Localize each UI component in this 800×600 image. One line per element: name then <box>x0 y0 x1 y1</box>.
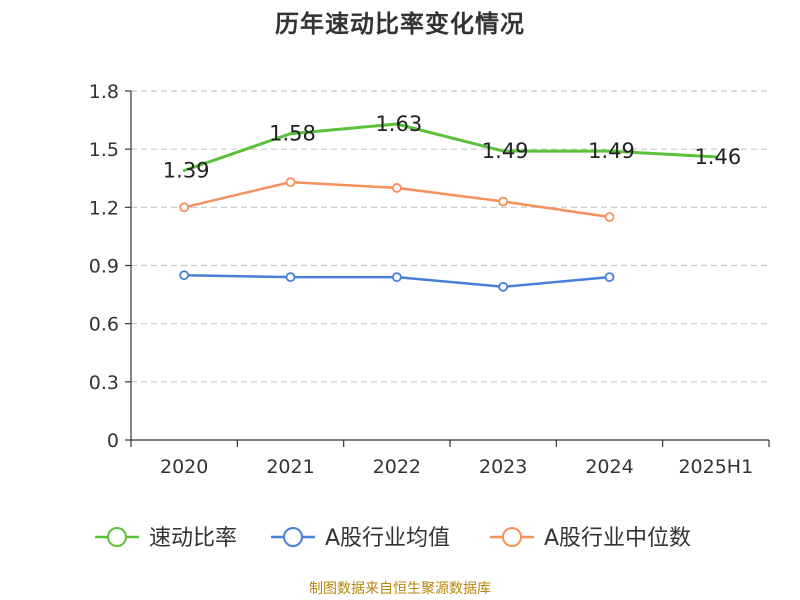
y-tick-label: 0 <box>107 430 119 452</box>
data-label: 1.39 <box>163 158 210 182</box>
data-label: 1.63 <box>375 112 422 136</box>
y-tick-label: 1.2 <box>89 197 119 219</box>
legend-item: A股行业均值 <box>271 526 450 551</box>
axes: 0 0.3 0.6 0.9 1.2 1.5 1.8 2020 2021 2022 2023 2024 2… <box>89 81 770 478</box>
series-point <box>498 281 509 292</box>
y-tick-label: 1.5 <box>89 139 119 161</box>
legend-marker <box>502 527 522 547</box>
series-point <box>285 272 296 283</box>
data-label: 1.49 <box>482 139 529 163</box>
y-tick-label: 1.8 <box>89 81 119 103</box>
series-point <box>391 183 402 193</box>
x-tick-label: 2023 <box>479 456 527 478</box>
legend-label: A股行业中位数 <box>544 526 691 551</box>
legend-item: 速动比率 <box>95 526 237 551</box>
chart-title: 历年速动比率变化情况 <box>275 10 525 38</box>
series-point <box>285 177 296 188</box>
source-note: 制图数据来自恒生聚源数据库 <box>309 581 491 597</box>
x-tick-label: 2022 <box>373 456 421 478</box>
legend-item: A股行业中位数 <box>490 526 691 551</box>
legend-marker <box>107 527 127 547</box>
series-point <box>604 212 615 222</box>
legend-label: 速动比率 <box>149 526 237 551</box>
series-line-0 <box>182 122 718 172</box>
legend-marker <box>283 527 303 547</box>
x-tick-label: 2024 <box>585 456 633 478</box>
x-tick-label: 2025H1 <box>678 456 753 478</box>
y-tick-label: 0.6 <box>89 314 119 336</box>
series-lines <box>179 122 718 292</box>
data-label: 1.49 <box>588 139 635 163</box>
series-point <box>604 272 615 283</box>
data-labels: 1.39 1.58 1.63 1.49 1.49 1.46 <box>163 112 741 183</box>
legend-label: A股行业均值 <box>325 526 450 551</box>
y-tick-label: 0.9 <box>89 256 119 278</box>
legend: 速动比率 A股行业均值 A股行业中位数 <box>95 526 691 551</box>
series-point <box>179 202 190 213</box>
y-tick-label: 0.3 <box>89 372 119 394</box>
grid-lines <box>131 90 769 383</box>
series-point <box>498 196 509 207</box>
x-tick-label: 2021 <box>266 456 314 478</box>
data-label: 1.46 <box>694 145 741 169</box>
series-point <box>179 270 190 281</box>
x-tick-label: 2020 <box>160 456 208 478</box>
data-label: 1.58 <box>269 122 316 146</box>
series-point <box>391 272 402 283</box>
